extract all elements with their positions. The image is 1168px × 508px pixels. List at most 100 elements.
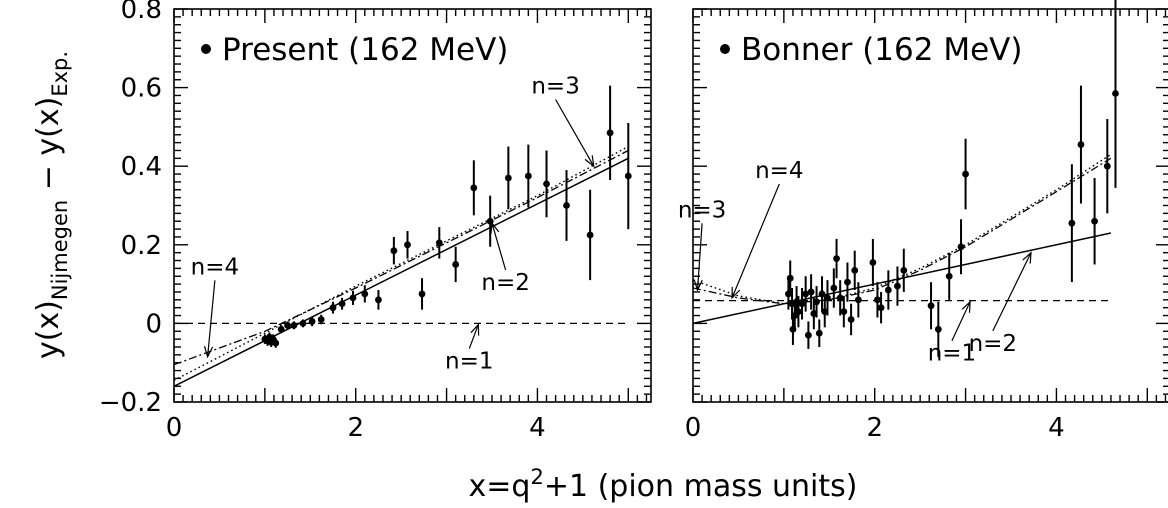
y-tick-label: −0.2 — [99, 388, 162, 418]
data-point — [927, 302, 935, 310]
y-tick-label: 0.4 — [121, 152, 162, 182]
data-point — [821, 308, 829, 316]
data-point — [317, 316, 325, 323]
data-point — [789, 325, 797, 333]
x-tick-label: 2 — [866, 413, 883, 443]
fit-line-n4 — [173, 149, 629, 366]
data-point — [284, 321, 291, 329]
data-point — [851, 266, 859, 274]
data-points — [785, 90, 1119, 339]
data-point — [824, 294, 831, 302]
data-point — [606, 129, 614, 137]
panel-bonner: 0 2 4 n=3 n=4 n=1n=2 Bonner (162 MeV) — [678, 0, 1168, 443]
x-tick-label: 0 — [685, 413, 702, 443]
data-point — [836, 294, 844, 302]
data-point — [847, 316, 855, 323]
data-point — [785, 290, 792, 298]
data-point — [854, 296, 862, 304]
tick-labels: 0 2 4−0.200.20.40.60.8 — [99, 0, 546, 443]
data-point — [586, 231, 594, 239]
curve-label-n2: n=2 — [481, 270, 529, 296]
data-point — [452, 261, 460, 268]
data-point — [900, 266, 908, 274]
data-point — [524, 172, 532, 180]
data-point — [786, 274, 794, 282]
legend-text: Present (162 MeV) — [222, 32, 508, 68]
label-arrow-head — [1022, 251, 1032, 264]
curve-label-n4: n=4 — [191, 254, 239, 280]
data-point — [810, 310, 818, 317]
curve-labels: n=3 n=2 n=4 n=1 — [191, 73, 595, 375]
label-arrow-head — [203, 346, 214, 359]
data-point — [934, 325, 942, 333]
curve-label-n3: n=3 — [678, 197, 726, 223]
label-arrow-head — [731, 286, 741, 300]
x-tick-label: 4 — [1048, 413, 1065, 443]
data-point — [404, 241, 411, 249]
data-point — [945, 272, 953, 280]
label-arrow — [468, 324, 479, 349]
label-arrow — [696, 223, 703, 291]
legend: Present (162 MeV) — [201, 32, 508, 68]
y-axis-title: y(x)Nijmegen − y(x)Exp. — [31, 51, 72, 359]
fit-line-n2 — [173, 157, 629, 387]
data-point — [1068, 219, 1076, 227]
data-point — [361, 290, 369, 298]
data-point — [794, 308, 802, 316]
data-point — [1112, 90, 1119, 97]
fit-curves — [173, 145, 629, 387]
label-arrow-head — [490, 221, 500, 235]
label-arrow — [555, 99, 595, 167]
label-arrow — [951, 301, 971, 341]
data-point — [815, 329, 823, 337]
data-point — [1091, 217, 1098, 225]
data-point — [798, 300, 806, 308]
data-point — [375, 296, 382, 304]
data-point — [624, 172, 632, 180]
label-arrow — [731, 183, 780, 299]
curve-label-n4: n=4 — [755, 158, 803, 184]
error-bars — [263, 85, 630, 348]
data-point — [962, 170, 969, 178]
data-point — [840, 308, 848, 316]
curve-label-n2: n=2 — [969, 331, 1017, 357]
y-tick-label: 0.2 — [121, 231, 162, 261]
fit-line-n3 — [173, 145, 629, 382]
x-axis-title: x=q2+1 (pion mass units) — [469, 465, 858, 504]
data-point — [272, 339, 280, 347]
data-point — [308, 318, 316, 325]
label-arrow — [491, 223, 507, 271]
data-point — [877, 304, 885, 312]
x-tick-label: 0 — [166, 413, 183, 443]
data-point — [299, 320, 307, 327]
data-point — [435, 239, 443, 247]
y-tick-label: 0.6 — [121, 74, 162, 104]
curve-label-n1: n=1 — [445, 349, 493, 375]
data-point — [793, 298, 800, 306]
data-point — [543, 180, 550, 188]
data-point — [830, 284, 838, 292]
data-point — [563, 202, 570, 209]
data-point — [833, 255, 840, 262]
curve-label-n3: n=3 — [531, 73, 579, 99]
x-tick-label: 4 — [529, 413, 546, 443]
data-point — [329, 304, 337, 312]
label-arrow-head — [961, 300, 971, 313]
label-arrow — [992, 252, 1032, 332]
data-point — [957, 243, 965, 251]
label-arrow — [207, 280, 216, 357]
data-points — [261, 129, 632, 347]
data-point — [1077, 141, 1085, 148]
legend-text: Bonner (162 MeV) — [741, 32, 1022, 68]
data-point — [813, 298, 820, 306]
axis-ticks — [173, 8, 651, 403]
y-tick-label: 0 — [145, 309, 162, 339]
label-arrow-head — [693, 279, 703, 292]
data-point — [869, 259, 877, 266]
label-arrow-head — [470, 323, 480, 336]
data-point — [874, 296, 881, 304]
data-point — [290, 321, 298, 329]
data-point — [807, 288, 815, 296]
label-arrow-head — [584, 155, 595, 168]
